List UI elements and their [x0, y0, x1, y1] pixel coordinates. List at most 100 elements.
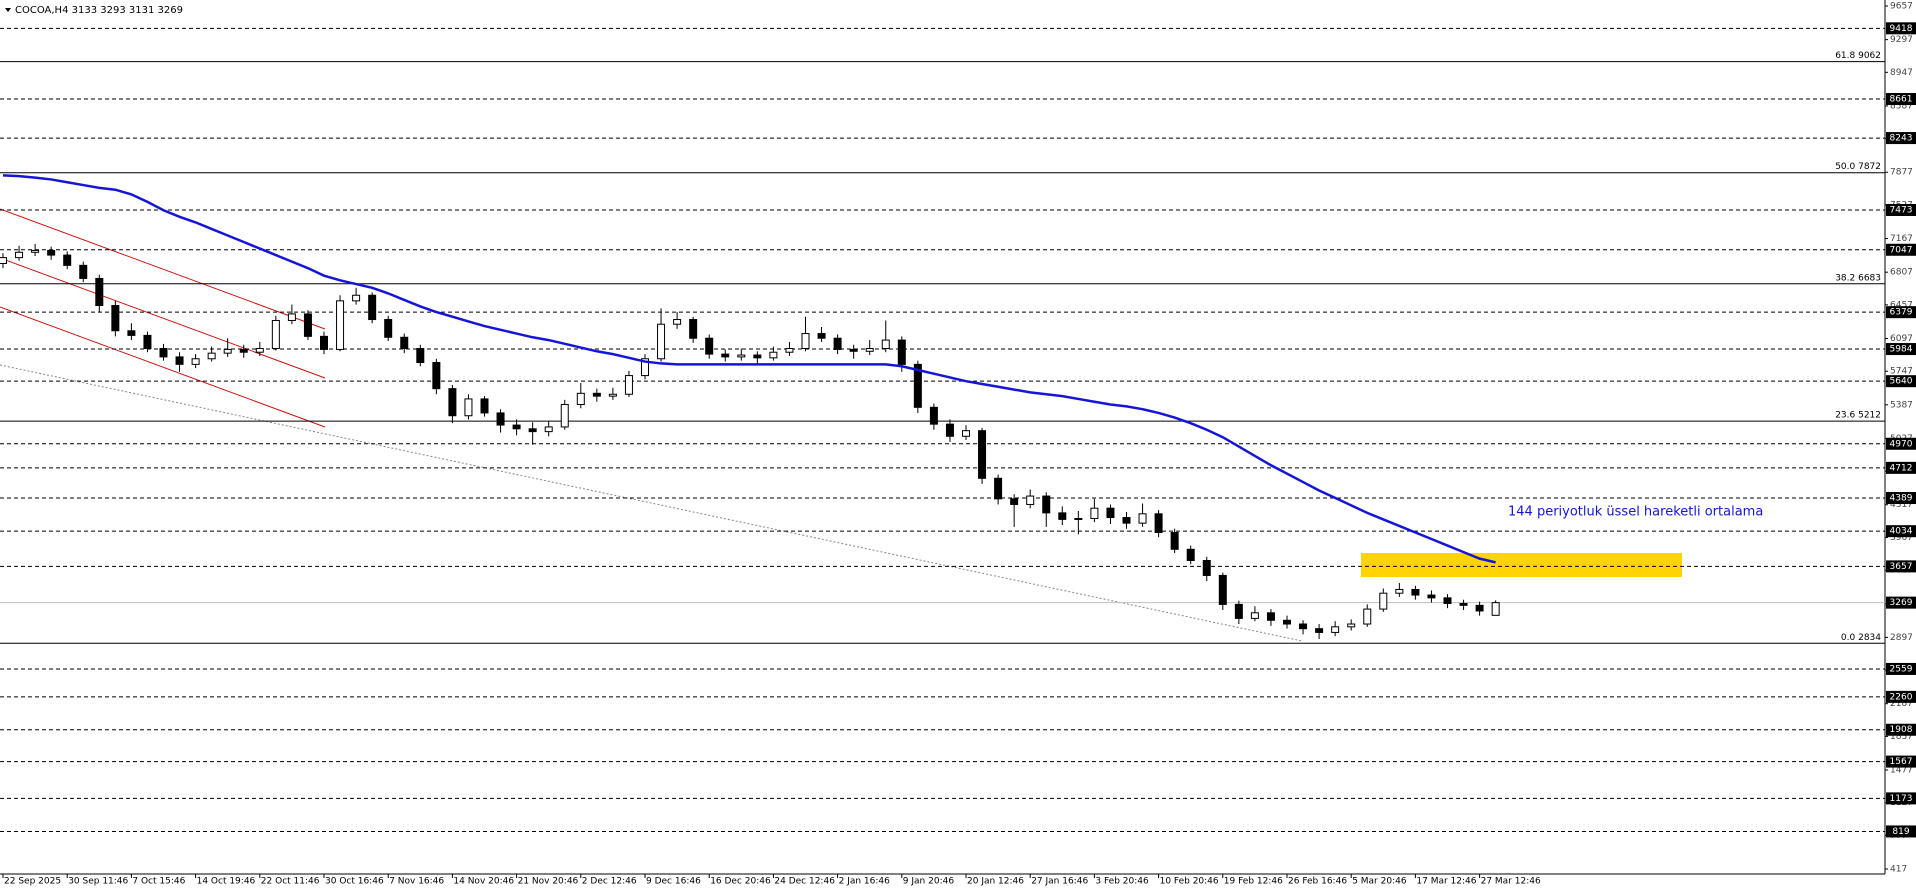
x-tick-label: 2 Jan 16:46 — [839, 877, 891, 887]
candle-body — [336, 300, 345, 350]
annotation: 144 periyotluk üssel hareketli ortalama — [1508, 505, 1763, 520]
candle-body — [753, 354, 762, 359]
fib-label: 50.0 7872 — [1835, 162, 1881, 172]
level-label: 1173 — [1890, 794, 1913, 804]
candle-body — [945, 423, 954, 437]
x-tick-label: 22 Sep 2025 — [4, 877, 61, 887]
candle-body — [0, 257, 7, 264]
candle-body — [1186, 548, 1195, 562]
candle-body — [705, 337, 714, 355]
level-label: 8243 — [1890, 134, 1913, 144]
y-tick-label: 7167 — [1890, 234, 1913, 244]
y-tick-label: 1477 — [1890, 765, 1913, 775]
candle-body — [1154, 513, 1163, 533]
level-label: 3657 — [1890, 562, 1913, 572]
candle-body — [673, 319, 682, 325]
level-label: 2559 — [1890, 664, 1913, 674]
candle-body — [175, 356, 184, 365]
candle-body — [560, 404, 569, 428]
menu-icon[interactable] — [5, 8, 11, 12]
x-tick-label: 30 Oct 16:46 — [325, 877, 384, 887]
candle-body — [1315, 628, 1324, 633]
candle-body — [1379, 592, 1388, 610]
x-tick-label: 7 Nov 16:46 — [389, 877, 444, 887]
candle-body — [1170, 531, 1179, 550]
level-box — [1886, 437, 1916, 450]
y-tick-label: 7877 — [1890, 168, 1913, 178]
level-label: 4389 — [1890, 494, 1913, 504]
candle-body — [287, 313, 296, 321]
candle-body — [416, 347, 425, 364]
candle-body — [592, 392, 601, 397]
y-tick-label: 6457 — [1890, 300, 1913, 310]
y-tick-label: 2187 — [1890, 699, 1913, 709]
level-box — [1886, 306, 1916, 319]
level-box — [1886, 755, 1916, 768]
x-tick-label: 22 Oct 11:46 — [261, 877, 320, 887]
level-label: 8661 — [1890, 95, 1913, 105]
level-label: 4970 — [1890, 439, 1913, 449]
fib-label: 61.8 9062 — [1835, 51, 1881, 61]
x-tick-label: 3 Feb 20:46 — [1095, 877, 1149, 887]
candle-body — [239, 348, 248, 353]
level-box — [1886, 560, 1916, 573]
x-tick-label: 14 Oct 19:46 — [197, 877, 256, 887]
level-box — [1886, 203, 1916, 216]
candle-body — [31, 249, 40, 253]
level-box — [1886, 22, 1916, 35]
channel-middle — [0, 257, 326, 379]
level-label: 1567 — [1890, 757, 1913, 767]
candle-body — [849, 348, 858, 352]
y-tick-label: 6807 — [1890, 268, 1913, 278]
candle-body — [464, 398, 473, 417]
x-tick-label: 7 Oct 15:46 — [132, 877, 185, 887]
candle-body — [1106, 507, 1115, 519]
candle-body — [448, 388, 457, 417]
candle-body — [897, 339, 906, 365]
level-box — [1886, 723, 1916, 736]
candle-body — [962, 430, 970, 437]
x-tick-label: 27 Mar 12:46 — [1481, 877, 1541, 887]
y-tick-label: 5747 — [1890, 367, 1913, 377]
trend-line — [0, 364, 1303, 642]
candle-body — [994, 477, 1003, 500]
x-tick-label: 14 Nov 20:46 — [453, 877, 514, 887]
level-label: 819 — [1892, 827, 1909, 837]
level-box — [1886, 343, 1916, 356]
candle-body — [1042, 495, 1051, 514]
candle-body — [1299, 623, 1308, 630]
candle-body — [657, 323, 666, 360]
level-label: 9418 — [1890, 24, 1913, 34]
candle-body — [576, 392, 585, 406]
y-tick-label: 6097 — [1890, 334, 1913, 344]
level-box — [1886, 461, 1916, 474]
candle-body — [929, 406, 938, 425]
candle-body — [1347, 623, 1356, 628]
x-tick-label: 2 Dec 12:46 — [582, 877, 637, 887]
candle-body — [1411, 588, 1420, 596]
candle-body — [881, 339, 890, 349]
candle-body — [1202, 560, 1211, 576]
candle-body — [1331, 626, 1340, 633]
x-tick-label: 16 Dec 20:46 — [710, 877, 771, 887]
x-tick-label: 10 Feb 20:46 — [1160, 877, 1219, 887]
x-tick-label: 19 Feb 12:46 — [1224, 877, 1283, 887]
candle-body — [641, 358, 649, 377]
y-tick-label: 8947 — [1890, 68, 1913, 78]
candle-body — [512, 424, 521, 430]
candle-body — [1491, 602, 1500, 616]
candle-body — [1266, 612, 1275, 621]
candle-body — [1058, 512, 1067, 520]
level-box — [1886, 132, 1916, 145]
candle-body — [1475, 604, 1484, 612]
candle-body — [143, 334, 152, 349]
candle-body — [95, 277, 104, 307]
y-tick-label: 8587 — [1890, 101, 1913, 111]
x-tick-label: 9 Jan 20:46 — [903, 877, 955, 887]
candle-body — [737, 354, 746, 358]
candle-body — [785, 347, 794, 353]
candle-body — [271, 319, 280, 349]
candle-body — [833, 337, 842, 350]
candle-body — [384, 319, 393, 338]
